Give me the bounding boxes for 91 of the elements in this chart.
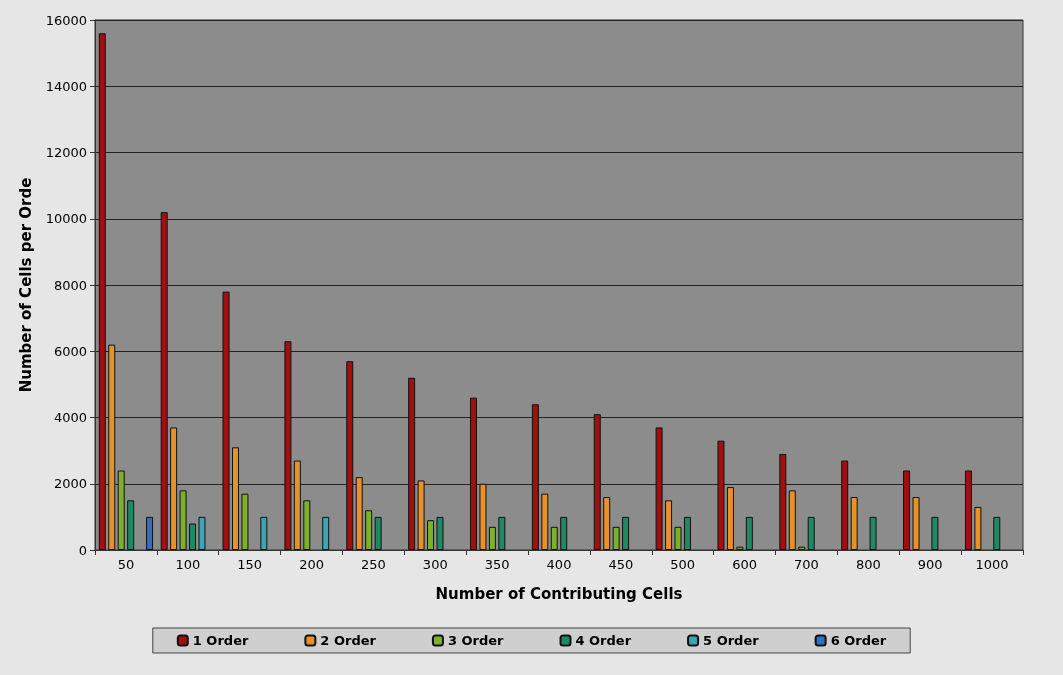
x-axis-title: Number of Contributing Cells: [435, 584, 683, 603]
bar: [593, 414, 601, 550]
x-tick-label: 1000: [975, 557, 1009, 572]
bar: [603, 497, 611, 550]
y-axis-title: Number of Cells per Orde: [16, 177, 35, 393]
bar: [912, 497, 920, 550]
bar: [903, 470, 911, 550]
bar: [436, 516, 444, 550]
legend-label: 2 Order: [320, 633, 377, 648]
x-tick-label: 450: [608, 557, 634, 572]
bar: [160, 212, 168, 550]
bar: [117, 470, 125, 550]
bar: [531, 404, 539, 550]
bar: [498, 516, 506, 550]
bar: [479, 483, 487, 550]
bar: [470, 397, 478, 550]
bar: [665, 500, 673, 550]
x-tick-label: 900: [917, 557, 943, 572]
bar: [655, 427, 663, 550]
bar: [198, 516, 206, 550]
bar: [622, 516, 630, 550]
x-tick-label: 50: [117, 557, 135, 572]
bar: [612, 526, 620, 550]
bar: [355, 477, 363, 550]
bar: [170, 427, 178, 550]
y-tick-label: 2000: [53, 476, 87, 492]
y-tick-label: 8000: [53, 277, 87, 293]
bar: [788, 490, 796, 550]
y-tick-label: 16000: [45, 12, 87, 28]
bar: [427, 520, 435, 550]
y-tick-label: 6000: [53, 343, 87, 359]
bar: [222, 291, 230, 550]
bar: [127, 500, 135, 550]
bar: [488, 526, 496, 550]
legend-label: 6 Order: [830, 633, 887, 648]
bar: [798, 546, 806, 550]
bar: [541, 493, 549, 550]
bar: [108, 344, 116, 550]
bar: [417, 480, 425, 550]
bar: [365, 510, 373, 550]
x-tick-label: 300: [422, 557, 448, 572]
bar: [260, 516, 268, 550]
bar: [717, 440, 725, 550]
legend-label: 5 Order: [703, 633, 760, 648]
x-tick-label: 250: [360, 557, 386, 572]
bar: [146, 516, 154, 550]
bar: [964, 470, 972, 550]
x-tick-label: 100: [175, 557, 201, 572]
bar: [869, 516, 877, 550]
x-tick-label: 700: [794, 557, 819, 572]
x-tick-label: 400: [546, 557, 572, 572]
bar: [179, 490, 187, 550]
x-tick-label: 600: [732, 557, 758, 572]
bar: [303, 500, 311, 550]
x-tick-label: 800: [855, 557, 881, 572]
bar: [189, 523, 197, 550]
x-tick-label: 500: [670, 557, 696, 572]
y-tick-label: 4000: [53, 410, 87, 425]
bar: [293, 460, 301, 550]
bar: [408, 377, 416, 550]
bar: [560, 516, 568, 550]
bar: [726, 487, 734, 550]
bar: [231, 447, 239, 550]
legend-label: 1 Order: [192, 633, 249, 648]
bar: [322, 516, 330, 550]
bar: [841, 460, 849, 550]
bar: [779, 453, 787, 550]
bar: [974, 506, 982, 550]
bar: [736, 546, 744, 550]
bar: [807, 516, 815, 550]
bar: [284, 341, 292, 550]
bar: [683, 516, 691, 550]
bar: [346, 361, 354, 550]
y-tick-label: 12000: [45, 145, 87, 160]
bar: [745, 516, 753, 550]
bar: [98, 33, 106, 550]
bar: [850, 497, 858, 550]
legend-label: 3 Order: [447, 633, 505, 648]
x-tick-label: 200: [299, 557, 324, 572]
legend-label: 4 Order: [575, 633, 632, 648]
x-tick-label: 150: [237, 557, 263, 572]
bar: [931, 516, 939, 550]
y-tick-label: 10000: [45, 211, 87, 227]
bar: [374, 516, 382, 550]
bar: [241, 493, 249, 550]
bar: [550, 526, 558, 550]
y-tick-label: 14000: [45, 78, 87, 94]
x-tick-label: 350: [484, 557, 510, 572]
bar: [993, 516, 1001, 550]
y-tick-label: 0: [78, 542, 87, 558]
bar: [674, 526, 682, 550]
